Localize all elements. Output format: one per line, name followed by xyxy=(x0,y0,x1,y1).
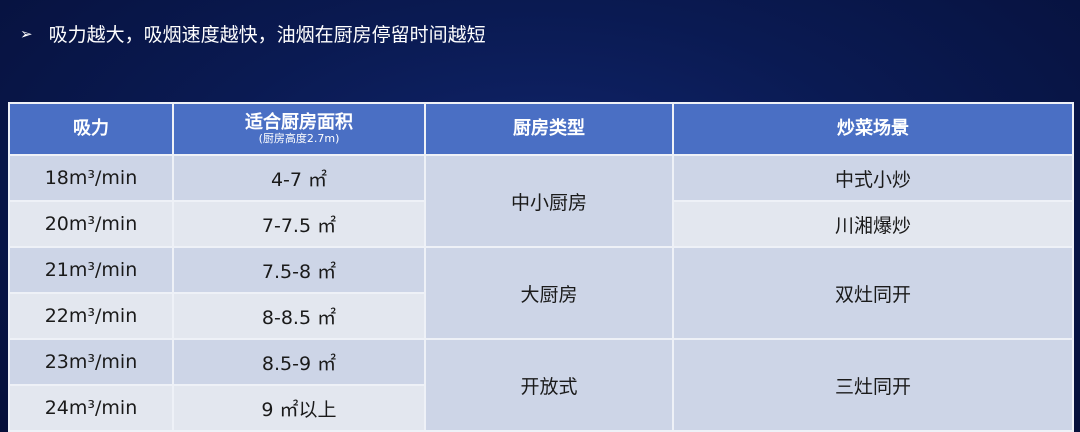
header-area: 适合厨房面积 (厨房高度2.7m) xyxy=(172,102,426,156)
cell-area: 7-7.5 ㎡ xyxy=(172,200,426,248)
table-row: 23m³/min 8.5-9 ㎡ 开放式 三灶同开 xyxy=(8,338,1074,432)
table-row: 20m³/min 7-7.5 ㎡ 川湘爆炒 xyxy=(8,200,1074,248)
cell-kitchen-type: 中小厨房 xyxy=(424,154,674,248)
cell-suction: 18m³/min xyxy=(8,154,174,202)
header-suction: 吸力 xyxy=(8,102,174,156)
cell-suction: 22m³/min xyxy=(8,292,174,340)
cell-scene: 双灶同开 xyxy=(672,246,1074,340)
cell-scene: 中式小炒 xyxy=(672,154,1074,202)
cell-suction: 20m³/min xyxy=(8,200,174,248)
cell-area: 8-8.5 ㎡ xyxy=(172,292,426,340)
cell-area: 7.5-8 ㎡ xyxy=(172,246,426,294)
cell-suction: 21m³/min xyxy=(8,246,174,294)
suction-table: 吸力 适合厨房面积 (厨房高度2.7m) 厨房类型 炒菜场景 18m³/min 4… xyxy=(8,102,1074,432)
table-row: 22m³/min 8-8.5 ㎡ xyxy=(8,292,1073,340)
cell-area: 9 ㎡以上 xyxy=(172,384,426,432)
header-scene: 炒菜场景 xyxy=(672,102,1074,156)
cell-area: 4-7 ㎡ xyxy=(172,154,426,202)
table-header: 吸力 适合厨房面积 (厨房高度2.7m) 厨房类型 炒菜场景 xyxy=(8,102,1074,156)
cell-kitchen-type: 大厨房 xyxy=(424,246,674,340)
cell-suction: 23m³/min xyxy=(8,338,174,386)
heading-text: 吸力越大，吸烟速度越快，油烟在厨房停留时间越短 xyxy=(48,24,486,46)
header-kitchen-type: 厨房类型 xyxy=(424,102,674,156)
cell-scene: 三灶同开 xyxy=(672,338,1074,432)
table-row: 24m³/min 9 ㎡以上 xyxy=(8,384,1073,432)
cell-suction: 24m³/min xyxy=(8,384,174,432)
table-row: 18m³/min 4-7 ㎡ 中小厨房 中式小炒 xyxy=(8,154,1074,248)
cell-kitchen-type: 开放式 xyxy=(424,338,674,432)
arrow-right-icon: ➢ xyxy=(20,24,33,43)
cell-area: 8.5-9 ㎡ xyxy=(172,338,426,386)
header-area-label: 适合厨房面积 xyxy=(245,112,353,134)
header-area-note: (厨房高度2.7m) xyxy=(258,131,340,145)
cell-scene: 川湘爆炒 xyxy=(672,200,1074,248)
table-row: 21m³/min 7.5-8 ㎡ 大厨房 双灶同开 xyxy=(8,246,1074,340)
slide-heading: ➢ 吸力越大，吸烟速度越快，油烟在厨房停留时间越短 xyxy=(20,20,486,47)
